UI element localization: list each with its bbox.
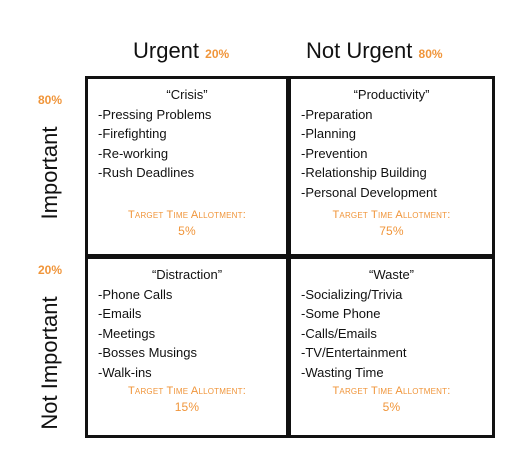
list-item: -Firefighting — [98, 126, 167, 142]
target-label: Target Time Allotment: — [128, 209, 246, 221]
list-item: -Pressing Problems — [98, 106, 212, 122]
list-item: -Preparation — [301, 106, 373, 122]
list-item: -Wasting Time — [301, 364, 384, 380]
row-label-important: Important — [37, 126, 62, 220]
list-item: -Rush Deadlines — [98, 165, 195, 181]
row-pct-important: 80% — [38, 93, 63, 107]
list-item: -Emails — [98, 306, 142, 322]
quadrant-waste: “Waste” -Socializing/Trivia -Some Phone … — [291, 259, 492, 435]
grid-horizontal-divider — [85, 254, 495, 259]
list-item: -Personal Development — [301, 184, 437, 200]
quadrant-title: “Crisis” — [166, 87, 208, 102]
column-label-urgent: Urgent — [133, 38, 200, 63]
quadrant-crisis: “Crisis” -Pressing Problems -Firefightin… — [88, 79, 286, 254]
list-item: -Walk-ins — [98, 364, 152, 380]
list-item: -Socializing/Trivia — [301, 286, 403, 302]
target-allotment: Target Time Allotment: 15% — [88, 383, 286, 415]
list-item: -Calls/Emails — [301, 325, 377, 341]
target-value: 15% — [174, 400, 200, 414]
list-item: -Re-working — [98, 145, 169, 161]
row-pct-not-important: 20% — [38, 263, 63, 277]
list-item: -TV/Entertainment — [301, 345, 407, 361]
list-item: -Some Phone — [301, 306, 381, 322]
target-label: Target Time Allotment: — [332, 209, 451, 221]
quadrant-title: “Productivity” — [353, 87, 430, 102]
quadrant-grid: “Crisis” -Pressing Problems -Firefightin… — [85, 76, 495, 438]
list-item: -Bosses Musings — [98, 345, 197, 361]
list-item: -Phone Calls — [98, 286, 173, 302]
quadrant-title: “Waste” — [368, 267, 415, 282]
target-allotment: Target Time Allotment: 5% — [291, 383, 492, 415]
quadrant-productivity: “Productivity” -Preparation -Planning -P… — [291, 79, 492, 254]
column-pct-not-urgent: 80% — [418, 47, 443, 61]
target-allotment: Target Time Allotment: 5% — [88, 207, 286, 239]
quadrant-distraction: “Distraction” -Phone Calls -Emails -Meet… — [88, 259, 286, 435]
target-allotment: Target Time Allotment: 75% — [291, 207, 492, 239]
row-label-not-important: Not Important — [37, 296, 62, 430]
column-label-not-urgent: Not Urgent — [306, 38, 413, 63]
target-value: 75% — [379, 224, 404, 238]
list-item: -Relationship Building — [301, 165, 427, 181]
list-item: -Prevention — [301, 145, 368, 161]
column-header-urgent: Urgent 20% — [133, 38, 229, 64]
target-value: 5% — [178, 224, 196, 238]
target-value: 5% — [382, 400, 401, 414]
column-header-not-urgent: Not Urgent 80% — [306, 38, 443, 64]
quadrant-title: “Distraction” — [151, 267, 223, 282]
column-pct-urgent: 20% — [205, 47, 230, 61]
target-label: Target Time Allotment: — [332, 385, 451, 397]
list-item: -Planning — [301, 126, 356, 142]
list-item: -Meetings — [98, 325, 156, 341]
target-label: Target Time Allotment: — [128, 385, 246, 397]
